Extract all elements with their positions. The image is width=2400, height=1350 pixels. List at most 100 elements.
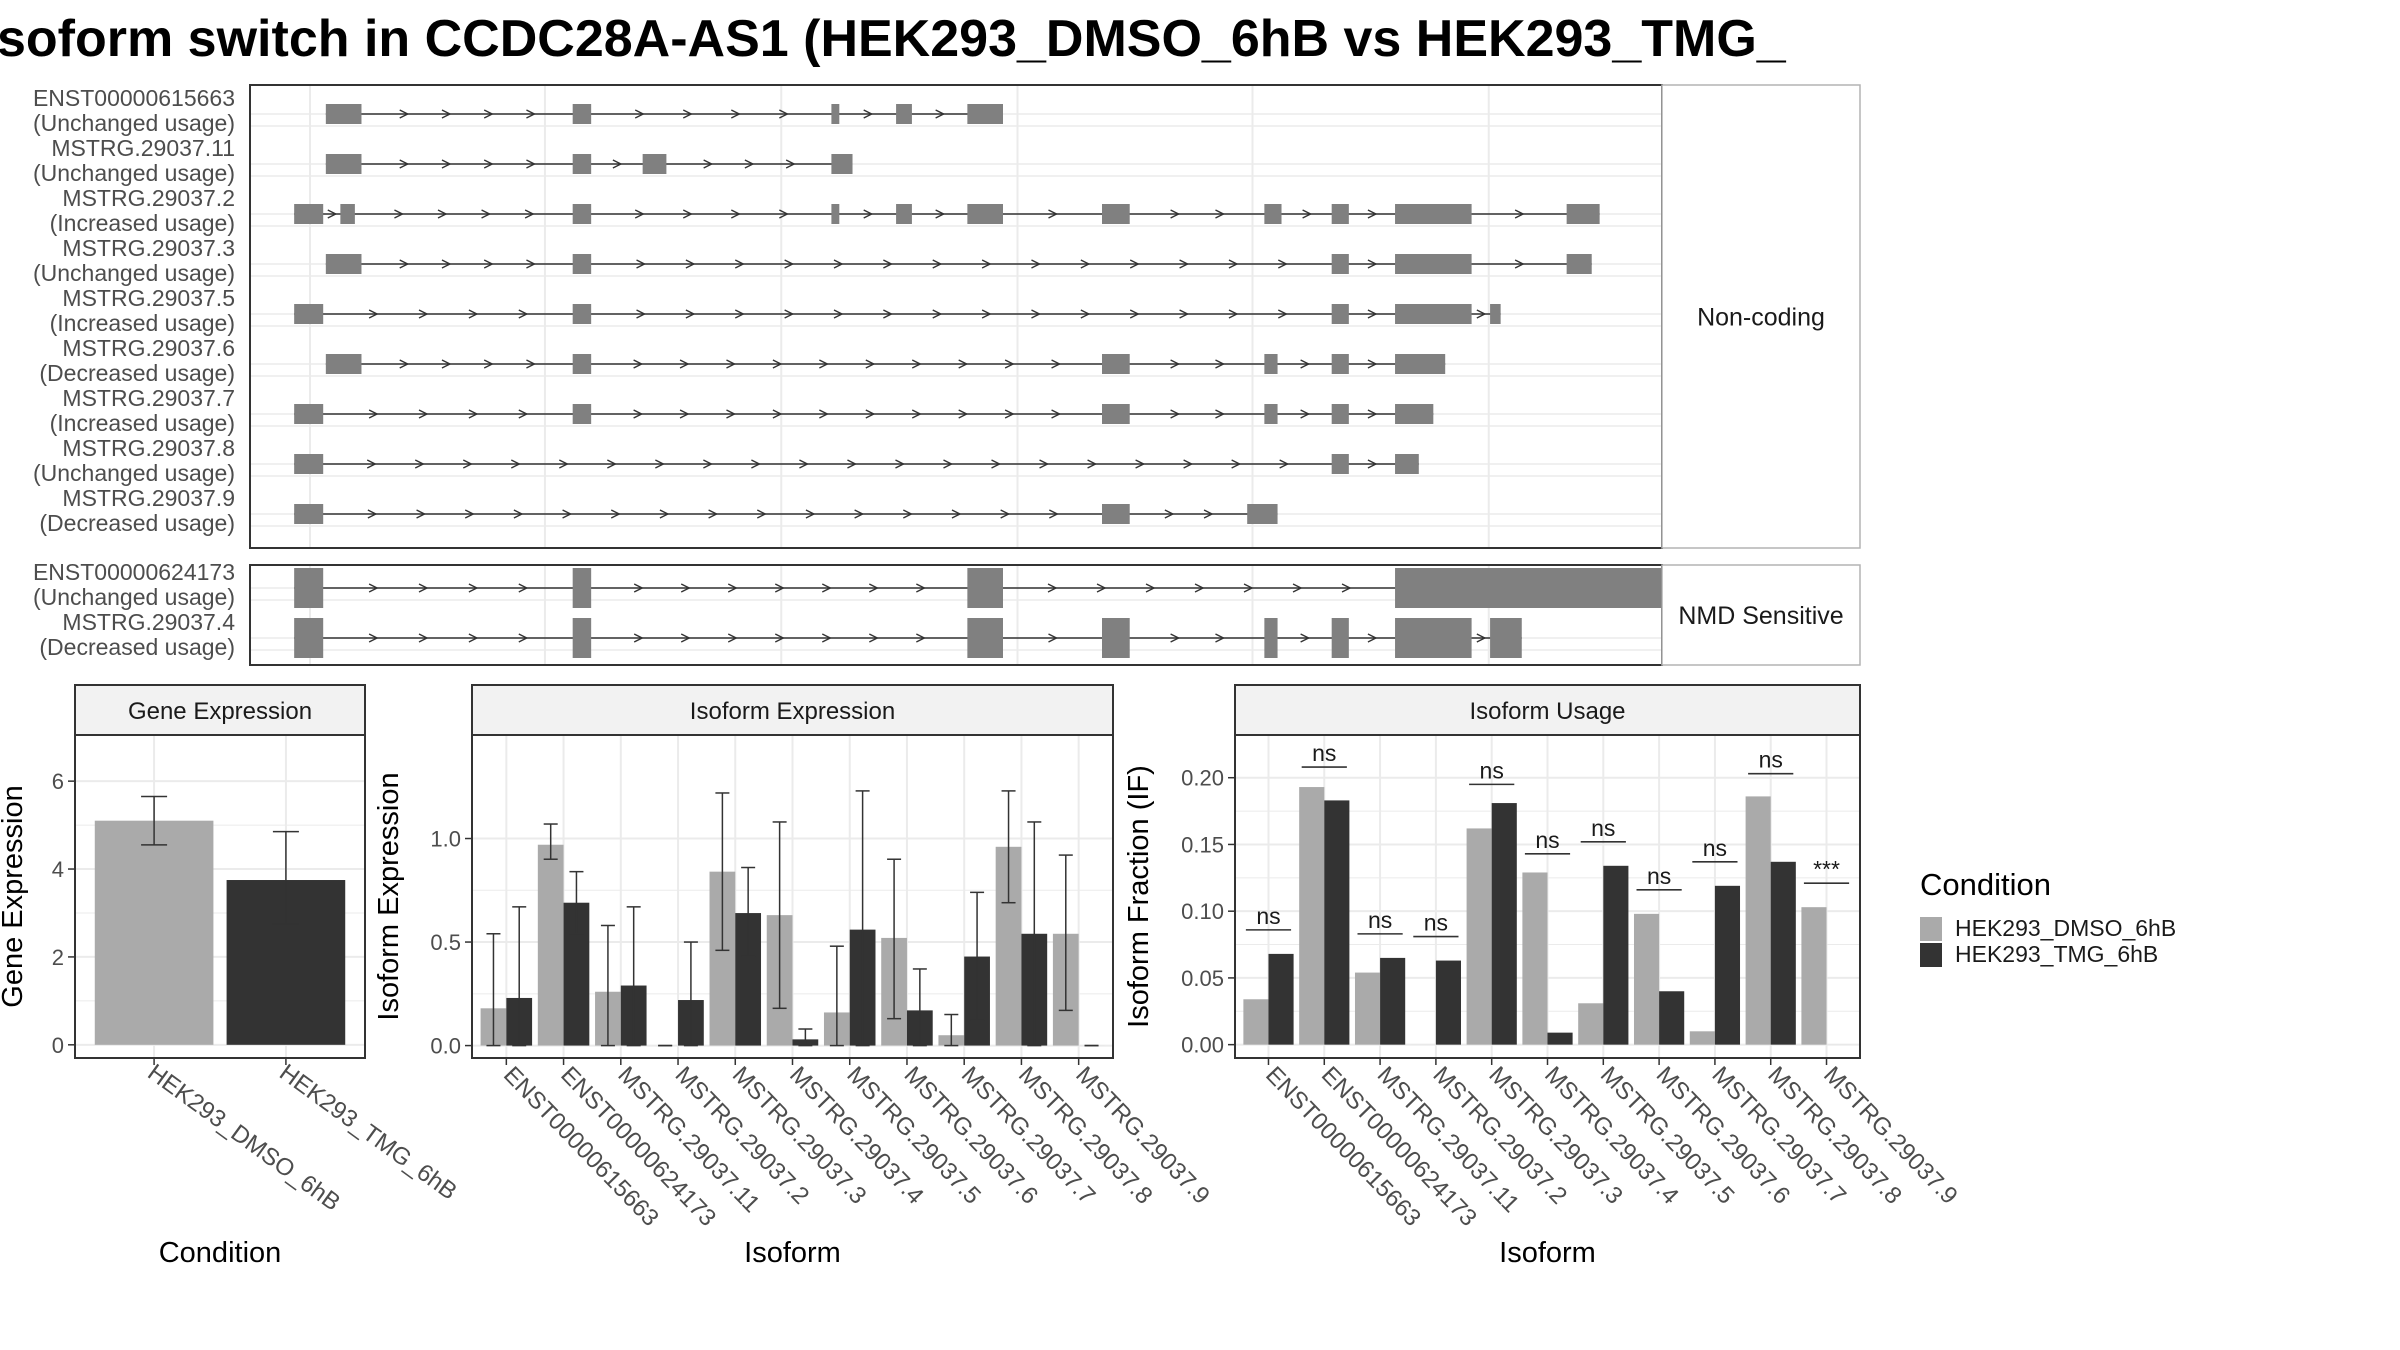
direction-arrow: [1031, 309, 1042, 319]
y-tick-label: 0.20: [1181, 766, 1224, 791]
direction-arrow: [730, 109, 741, 119]
exon: [1102, 354, 1130, 374]
bar: [1354, 972, 1381, 1045]
transcript-name: MSTRG.29037.8: [62, 435, 235, 461]
facet-strip: [1661, 84, 1861, 549]
direction-arrow: [868, 633, 879, 643]
direction-arrow: [633, 633, 644, 643]
transcript-usage: (Decreased usage): [39, 510, 235, 536]
direction-arrow: [368, 309, 379, 319]
direction-arrow: [883, 259, 893, 269]
bar: [1547, 1032, 1573, 1045]
facet-strip: [471, 684, 1114, 736]
exon: [967, 204, 1003, 224]
direction-arrow: [418, 409, 429, 419]
y-tick-label: 4: [52, 857, 64, 882]
direction-arrow: [1514, 259, 1525, 269]
direction-arrow: [1215, 209, 1226, 219]
direction-arrow: [682, 109, 693, 119]
transcript-name: MSTRG.29037.6: [62, 335, 235, 361]
direction-arrow: [1004, 359, 1015, 369]
direction-arrow: [751, 459, 761, 469]
exon: [1395, 304, 1472, 324]
exon: [325, 104, 362, 124]
direction-arrow: [744, 159, 755, 169]
direction-arrow: [774, 583, 785, 593]
direction-arrow: [483, 109, 494, 119]
direction-arrow: [1367, 309, 1378, 319]
direction-arrow: [1215, 359, 1226, 369]
exon: [572, 618, 592, 658]
exon: [294, 618, 324, 658]
exon: [1331, 304, 1349, 324]
direction-arrow: [819, 409, 829, 419]
exon: [1566, 254, 1592, 274]
transcript-usage: (Unchanged usage): [33, 160, 235, 186]
direction-arrow: [394, 209, 405, 219]
direction-arrow: [821, 583, 832, 593]
y-tick-label: 6: [52, 769, 64, 794]
transcript-usage: (Increased usage): [50, 410, 235, 436]
legend-label: HEK293_DMSO_6hB: [1955, 915, 2176, 941]
direction-arrow: [868, 583, 879, 593]
exon: [325, 154, 362, 174]
direction-arrow: [1277, 259, 1288, 269]
direction-arrow: [636, 259, 647, 269]
direction-arrow: [1228, 309, 1239, 319]
bar: [1578, 1003, 1604, 1045]
exon: [1490, 304, 1501, 324]
significance-label: ns: [1535, 827, 1559, 853]
exon: [1102, 618, 1130, 658]
exon: [967, 104, 1003, 124]
direction-arrow: [981, 259, 992, 269]
direction-arrow: [680, 633, 691, 643]
transcript-usage: (Unchanged usage): [33, 584, 235, 610]
y-tick-label: 0: [52, 1033, 64, 1058]
exon: [831, 154, 853, 174]
direction-arrow: [368, 583, 379, 593]
exon: [967, 568, 1003, 608]
direction-arrow: [1367, 409, 1378, 419]
direction-arrow: [1194, 583, 1205, 593]
transcript-name: MSTRG.29037.11: [51, 135, 235, 161]
direction-arrow: [784, 259, 795, 269]
bar: [94, 820, 214, 1045]
bar: [1268, 953, 1294, 1045]
transcript-name: ENST00000615663: [33, 85, 235, 111]
direction-arrow: [805, 509, 816, 519]
direction-arrow: [418, 583, 429, 593]
direction-arrow: [610, 509, 621, 519]
exon: [1102, 404, 1130, 424]
facet-strip: [74, 684, 366, 736]
direction-arrow: [1047, 583, 1058, 593]
direction-arrow: [513, 509, 524, 519]
bar: [1633, 913, 1660, 1045]
direction-arrow: [1300, 633, 1311, 643]
direction-arrow: [865, 409, 876, 419]
direction-arrow: [1367, 359, 1378, 369]
facet-strip-label: NMD Sensitive: [1678, 602, 1843, 630]
exon: [1331, 404, 1349, 424]
direction-arrow: [633, 359, 644, 369]
direction-arrow: [1228, 259, 1239, 269]
direction-arrow: [368, 409, 379, 419]
exon: [572, 304, 592, 324]
direction-arrow: [368, 633, 379, 643]
exon: [1331, 618, 1349, 658]
figure-title: soform switch in CCDC28A-AS1 (HEK293_DMS…: [0, 10, 1787, 68]
direction-arrow: [685, 309, 696, 319]
exon: [572, 354, 592, 374]
direction-arrow: [821, 633, 832, 643]
direction-arrow: [1476, 309, 1487, 319]
exon: [294, 204, 324, 224]
direction-arrow: [883, 309, 893, 319]
transcript-usage: (Unchanged usage): [33, 260, 235, 286]
direction-arrow: [1170, 409, 1181, 419]
x-axis-title: Condition: [159, 1237, 282, 1269]
direction-arrow: [399, 109, 410, 119]
direction-arrow: [819, 359, 829, 369]
direction-arrow: [703, 159, 714, 169]
direction-arrow: [607, 459, 617, 469]
